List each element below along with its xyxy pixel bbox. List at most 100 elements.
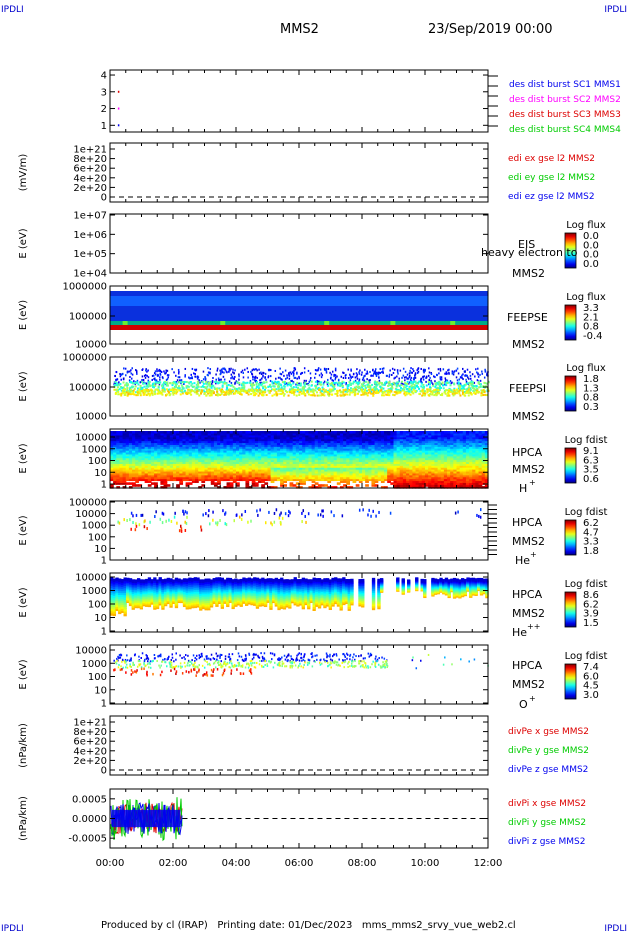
feepsi-green-mark xyxy=(129,380,132,383)
feepsi-blue-mark xyxy=(373,372,375,375)
hpca-h-cell xyxy=(330,453,335,457)
hpca-h-cell xyxy=(125,451,130,455)
feepsi-blue-mark xyxy=(366,372,369,375)
hpca-h-cell xyxy=(217,463,221,466)
hpca-h-cell xyxy=(254,476,259,480)
hpca-h-cell xyxy=(248,463,253,466)
hpca-h-cell xyxy=(154,453,158,457)
hpca-h-cell xyxy=(150,474,155,478)
hpca-h-cell xyxy=(160,442,165,445)
feepsi-blue-mark xyxy=(414,373,417,376)
hpca-h-cell xyxy=(201,465,206,468)
hpca-h-cell xyxy=(232,446,237,449)
feepsi-green-mark xyxy=(181,386,184,389)
feepse-spot xyxy=(390,321,396,325)
hpca-h-cell xyxy=(144,465,149,468)
feepsi-green-mark xyxy=(461,385,464,388)
hpca-h-cell xyxy=(163,453,168,457)
feepsi-blue-mark xyxy=(294,368,297,371)
feepsi-blue-mark xyxy=(433,375,435,378)
hpca-h-cell xyxy=(198,455,202,459)
feepsi-blue-mark xyxy=(317,367,320,370)
hpca-h-cell xyxy=(217,451,221,455)
hpca-h-cell xyxy=(289,453,294,457)
hpca-h-cell xyxy=(226,448,231,451)
feepsi-green-mark xyxy=(332,388,335,391)
hpca-h-cell xyxy=(371,474,376,478)
hpca-h-cell xyxy=(305,444,310,447)
feepsi-green-mark xyxy=(445,384,448,387)
hpca-h-cell xyxy=(346,436,350,440)
feepsi-yellowgreen-mark xyxy=(353,388,356,391)
hpca-h-cell xyxy=(308,432,313,436)
hpca-h-cell xyxy=(264,431,269,434)
feepsi-blue-mark xyxy=(316,383,319,386)
hpca-h-cell xyxy=(292,440,297,444)
hpca-h-cell xyxy=(163,459,168,463)
hpca-h-cell xyxy=(283,442,287,445)
feepsi-green-mark xyxy=(255,383,258,386)
hpca-h-cell xyxy=(116,436,121,440)
hpca-h-cell xyxy=(204,461,209,464)
hpca-h-cell xyxy=(292,484,297,487)
hpca-h-cell xyxy=(261,486,265,489)
feepsi-green-mark xyxy=(359,387,362,390)
hpca-h-cell xyxy=(286,438,291,442)
hpca-h-cell xyxy=(349,469,354,472)
hpca-h-cell xyxy=(308,446,313,449)
hpca-h-cell xyxy=(163,442,168,445)
hpca-h-cell xyxy=(166,457,171,461)
feepsi-blue-mark xyxy=(135,371,138,374)
hpca-h-cell xyxy=(283,457,287,461)
hpca-h-cell xyxy=(251,459,256,463)
feepsi-blue-mark xyxy=(209,368,212,371)
hpca-h-cell xyxy=(267,461,272,464)
hpca-h-cell xyxy=(339,444,344,447)
hpca-h-cell xyxy=(236,453,240,457)
hpca-h-cell xyxy=(267,450,272,453)
feepsi-green-mark xyxy=(463,384,466,387)
hpca-h-cell xyxy=(283,431,287,434)
hpca-h-cell xyxy=(362,467,366,470)
hpca-h-cell xyxy=(352,457,357,461)
hpca-h-cell xyxy=(169,432,174,436)
hpca-h-cell xyxy=(365,467,369,470)
hpca-h-cell xyxy=(317,463,322,466)
feepsi-yellowgreen-mark xyxy=(363,392,366,395)
hpca-h-cell xyxy=(144,480,149,483)
hpca-h-cell xyxy=(371,472,376,476)
hpca-h-cell xyxy=(333,465,338,468)
feepsi-green-mark xyxy=(364,384,367,387)
feepsi-blue-mark xyxy=(216,369,219,372)
feepsi-yellowgreen-mark xyxy=(458,389,461,392)
feepsi-yellowgreen-mark xyxy=(338,389,341,392)
hpca-h-cell xyxy=(355,461,360,464)
hpca-h-cell xyxy=(264,453,269,457)
feepsi-green-mark xyxy=(241,382,244,385)
feepsi-yellowgreen-mark xyxy=(123,393,126,396)
hpca-h-cell xyxy=(179,450,184,453)
feepsi-blue-mark xyxy=(255,379,257,382)
feepsi-blue-mark xyxy=(330,373,333,376)
feepsi-green-mark xyxy=(420,382,423,385)
hpca-h-cell xyxy=(239,444,243,447)
feepsi-yellowgreen-mark xyxy=(401,389,404,392)
hpca-h-cell xyxy=(254,484,259,487)
feepsi-green-mark xyxy=(429,388,432,391)
hpca-h-cell xyxy=(248,478,253,482)
hpca-h-cell xyxy=(150,434,155,438)
feepsi-blue-mark xyxy=(440,383,442,386)
hpca-h-cell xyxy=(204,446,209,449)
feepsi-yellowgreen-mark xyxy=(282,394,285,397)
hpca-h-cell xyxy=(207,448,212,451)
hpca-h-cell xyxy=(368,474,373,478)
feepsi-blue-mark xyxy=(374,373,377,376)
hpca-h-cell xyxy=(317,486,322,489)
hpca-h-cell xyxy=(213,451,218,455)
feepsi-yellowgreen-mark xyxy=(396,390,399,393)
hpca-h-cell xyxy=(147,472,152,476)
hpca-h-cell xyxy=(308,486,313,489)
hpca-h-cell xyxy=(280,432,284,436)
feepsi-blue-mark xyxy=(191,376,193,379)
hpca-h-cell xyxy=(273,446,278,449)
